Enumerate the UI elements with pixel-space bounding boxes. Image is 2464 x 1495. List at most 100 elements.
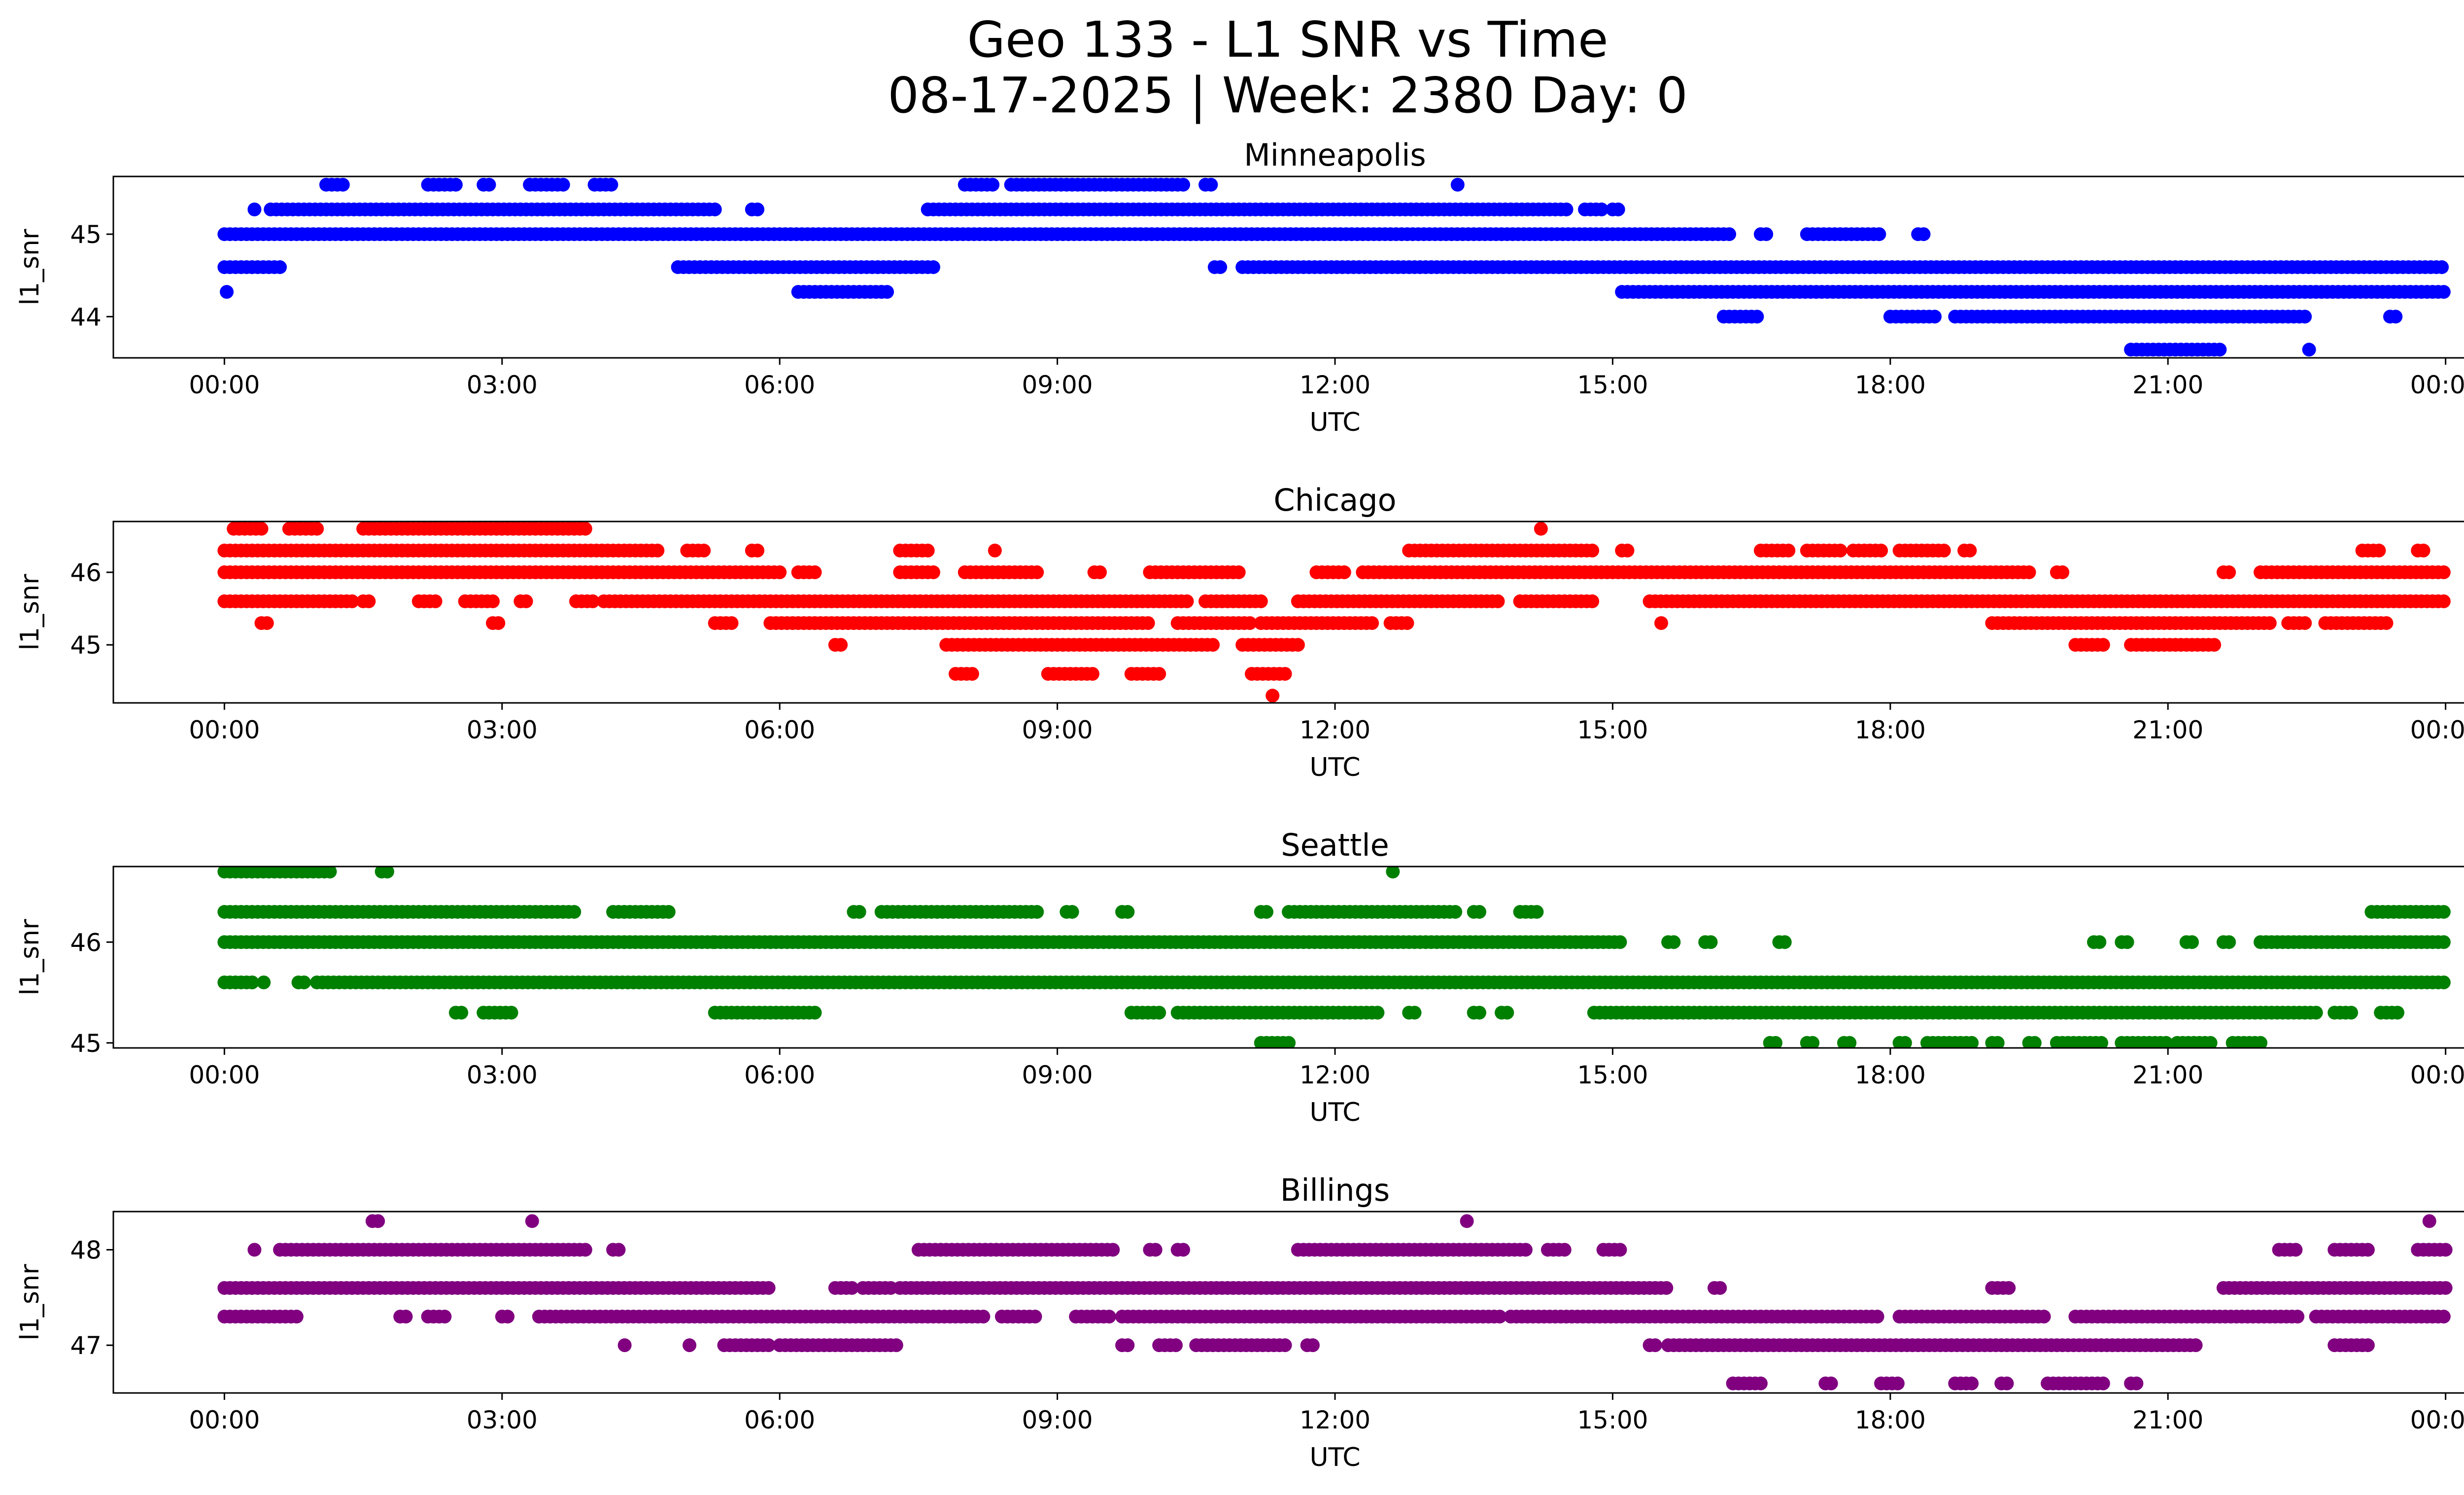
data-point — [988, 543, 1002, 557]
data-point — [2055, 565, 2070, 580]
data-point — [1148, 1243, 1163, 1257]
data-point — [1204, 177, 1218, 192]
data-point — [1927, 310, 1942, 324]
data-point — [2298, 310, 2312, 324]
data-point — [617, 1338, 632, 1353]
data-point — [2129, 1376, 2144, 1391]
data-point — [2189, 1338, 2203, 1353]
data-point — [2438, 1243, 2453, 1257]
x-tick-label: 09:00 — [1022, 1061, 1093, 1089]
data-point — [2435, 260, 2449, 274]
axes-frame — [112, 1211, 2464, 1394]
data-point — [1370, 1006, 1385, 1020]
data-point — [1557, 1243, 1572, 1257]
x-tick-label: 12:00 — [1300, 1061, 1370, 1089]
data-point — [2309, 1006, 2323, 1020]
x-tick-label: 12:00 — [1300, 716, 1370, 744]
data-point — [578, 1243, 592, 1257]
data-point — [1337, 565, 1351, 580]
data-point — [1450, 177, 1465, 192]
x-tick-label: 00:00 — [2410, 1061, 2464, 1089]
data-point — [834, 638, 848, 652]
data-point — [2096, 1376, 2110, 1391]
y-tick-label: 45 — [70, 631, 102, 660]
data-point — [1093, 565, 1107, 580]
x-tick-label: 00:00 — [189, 1406, 260, 1434]
data-point — [1965, 1036, 1979, 1048]
x-axis-label: UTC — [1309, 1098, 1360, 1127]
data-point — [220, 285, 234, 299]
data-point — [380, 867, 394, 879]
data-point — [1898, 1036, 1912, 1048]
data-point — [926, 565, 940, 580]
data-point — [273, 260, 287, 274]
data-point — [1768, 1036, 1782, 1048]
data-point — [519, 594, 533, 608]
data-point — [1102, 1310, 1116, 1324]
data-point — [2207, 638, 2222, 652]
x-tick-label: 03:00 — [467, 1061, 538, 1089]
data-point — [2002, 1281, 2016, 1295]
data-point — [1206, 638, 1220, 652]
x-tick-label: 18:00 — [1855, 371, 1926, 399]
data-point — [1613, 935, 1627, 949]
data-point — [1472, 905, 1486, 919]
data-point — [1278, 1338, 1292, 1353]
data-point — [2436, 975, 2451, 990]
scatter-series — [217, 1214, 2453, 1391]
data-point — [2436, 935, 2451, 949]
data-point — [1965, 1376, 1979, 1391]
data-point — [697, 543, 711, 557]
data-point — [2389, 310, 2403, 324]
data-point — [761, 1338, 776, 1353]
data-point — [761, 1281, 776, 1295]
data-point — [926, 260, 940, 274]
data-point — [1824, 1376, 1838, 1391]
x-axis-label: UTC — [1309, 1443, 1360, 1472]
y-axis-label: l1_snr — [15, 574, 45, 651]
data-point — [1874, 543, 1888, 557]
data-point — [612, 1243, 626, 1257]
data-point — [1266, 689, 1280, 703]
data-point — [2213, 343, 2227, 357]
data-point — [1806, 1036, 1820, 1048]
data-point — [724, 616, 739, 630]
data-point — [2000, 1376, 2014, 1391]
x-tick-label: 00:00 — [189, 716, 260, 744]
data-point — [2092, 935, 2107, 949]
y-tick-label: 47 — [70, 1331, 102, 1360]
data-point — [1990, 1036, 2005, 1048]
figure-subtitle: 08-17-2025 | Week: 2380 Day: 0 — [888, 67, 1688, 124]
data-point — [1028, 1310, 1042, 1324]
x-tick-label: 00:00 — [2410, 716, 2464, 744]
data-point — [1232, 565, 1246, 580]
data-point — [578, 522, 592, 536]
data-point — [1260, 905, 1274, 919]
x-tick-label: 09:00 — [1022, 371, 1093, 399]
data-point — [1106, 1243, 1120, 1257]
subplot-title: Billings — [1280, 1172, 1390, 1208]
data-point — [399, 1310, 413, 1324]
data-point — [1168, 1338, 1183, 1353]
x-tick-label: 00:00 — [189, 371, 260, 399]
data-point — [808, 1006, 822, 1020]
x-axis-label: UTC — [1309, 408, 1360, 437]
scatter-series — [217, 522, 2451, 703]
x-tick-label: 21:00 — [2132, 716, 2203, 744]
data-point — [525, 1214, 539, 1228]
data-point — [247, 1243, 262, 1257]
data-point — [1611, 202, 1625, 216]
data-point — [254, 522, 269, 536]
y-tick-label: 48 — [70, 1236, 102, 1264]
data-point — [808, 565, 822, 580]
data-point — [289, 1310, 304, 1324]
data-point — [556, 177, 570, 192]
scatter-series — [217, 867, 2451, 1048]
data-point — [1152, 1006, 1166, 1020]
data-point — [438, 1310, 452, 1324]
